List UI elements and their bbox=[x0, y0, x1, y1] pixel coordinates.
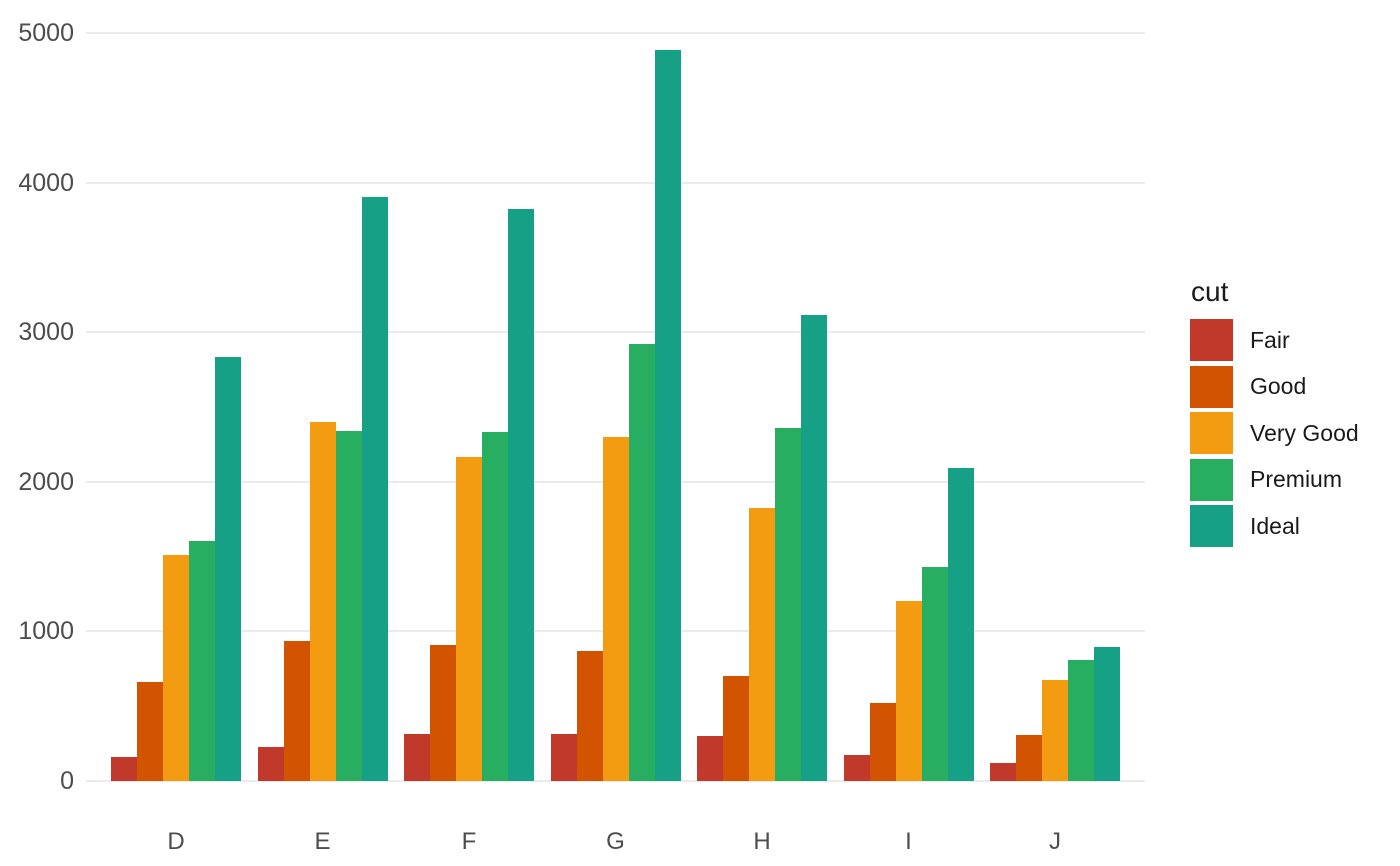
bar-i-ideal bbox=[947, 468, 974, 781]
bar-g-premium bbox=[628, 344, 655, 781]
bar-f-premium bbox=[482, 432, 508, 781]
legend-item-label: Fair bbox=[1250, 326, 1290, 353]
bar-f-ideal bbox=[508, 209, 534, 781]
y-tick-label: 3000 bbox=[18, 318, 74, 347]
legend-title: cut bbox=[1191, 276, 1229, 307]
bar-i-good bbox=[869, 703, 896, 781]
bar-f-fair bbox=[404, 734, 430, 781]
bar-e-fair bbox=[257, 747, 284, 781]
bar-j-fair bbox=[990, 763, 1016, 781]
bar-i-premium bbox=[921, 567, 948, 781]
x-tick-label: H bbox=[753, 828, 771, 855]
x-tick-label: I bbox=[905, 828, 912, 855]
bar-j-premium bbox=[1068, 660, 1094, 781]
bar-j-very-good bbox=[1042, 680, 1068, 781]
legend: cut Fair Good Very Good Premium Ideal bbox=[1190, 276, 1359, 552]
bar-h-good bbox=[723, 676, 749, 781]
premium-swatch-icon bbox=[1190, 458, 1233, 501]
bar-e-good bbox=[283, 641, 310, 781]
y-tick-label: 1000 bbox=[18, 617, 74, 646]
bar-d-fair bbox=[111, 757, 137, 781]
bar-d-ideal bbox=[215, 357, 241, 781]
y-tick-label: 2000 bbox=[18, 467, 74, 496]
bar-d-very-good bbox=[163, 555, 189, 781]
gridline bbox=[86, 780, 1145, 782]
x-tick-label: G bbox=[606, 828, 625, 855]
bar-h-ideal bbox=[801, 315, 827, 781]
bar-h-fair bbox=[697, 736, 723, 781]
gridline bbox=[86, 181, 1145, 184]
bar-i-very-good bbox=[895, 601, 922, 781]
legend-items: Fair Good Very Good Premium Ideal bbox=[1190, 319, 1359, 547]
gridline bbox=[86, 331, 1145, 334]
y-tick-label: 5000 bbox=[18, 19, 74, 47]
x-tick-label: J bbox=[1049, 828, 1061, 855]
bar-g-very-good bbox=[602, 437, 629, 781]
bar-e-ideal bbox=[361, 197, 388, 781]
bar-e-premium bbox=[335, 431, 362, 781]
very-good-swatch-icon bbox=[1190, 412, 1233, 454]
bar-d-premium bbox=[189, 541, 215, 781]
bar-i-fair bbox=[843, 755, 870, 781]
legend-item: Fair bbox=[1190, 319, 1359, 361]
bar-e-very-good bbox=[309, 422, 336, 781]
legend-item: Good bbox=[1190, 365, 1359, 408]
bar-g-ideal bbox=[654, 50, 681, 781]
legend-item: Very Good bbox=[1190, 412, 1359, 454]
gridline bbox=[86, 32, 1145, 34]
legend-item: Premium bbox=[1190, 458, 1359, 501]
x-tick-label: E bbox=[314, 828, 331, 855]
bar-g-good bbox=[576, 651, 603, 781]
y-tick-label: 0 bbox=[60, 767, 74, 795]
legend-item-label: Ideal bbox=[1250, 512, 1300, 539]
bar-f-very-good bbox=[456, 457, 482, 781]
x-tick-label: F bbox=[461, 828, 477, 855]
legend-item-label: Premium bbox=[1250, 466, 1343, 492]
bar-f-good bbox=[430, 645, 456, 781]
legend-item: Ideal bbox=[1190, 505, 1359, 547]
bar-h-very-good bbox=[749, 508, 775, 781]
ideal-swatch-icon bbox=[1190, 505, 1233, 547]
good-swatch-icon bbox=[1190, 365, 1233, 408]
legend-item-label: Very Good bbox=[1250, 419, 1359, 446]
bar-d-good bbox=[137, 682, 163, 781]
fair-swatch-icon bbox=[1190, 319, 1233, 361]
bar-h-premium bbox=[775, 428, 801, 781]
bar-g-fair bbox=[550, 734, 577, 781]
x-tick-label: D bbox=[167, 828, 185, 855]
legend-item-label: Good bbox=[1250, 373, 1307, 399]
bar-j-good bbox=[1016, 735, 1042, 781]
y-tick-label: 4000 bbox=[18, 168, 74, 197]
bar-j-ideal bbox=[1094, 647, 1120, 781]
